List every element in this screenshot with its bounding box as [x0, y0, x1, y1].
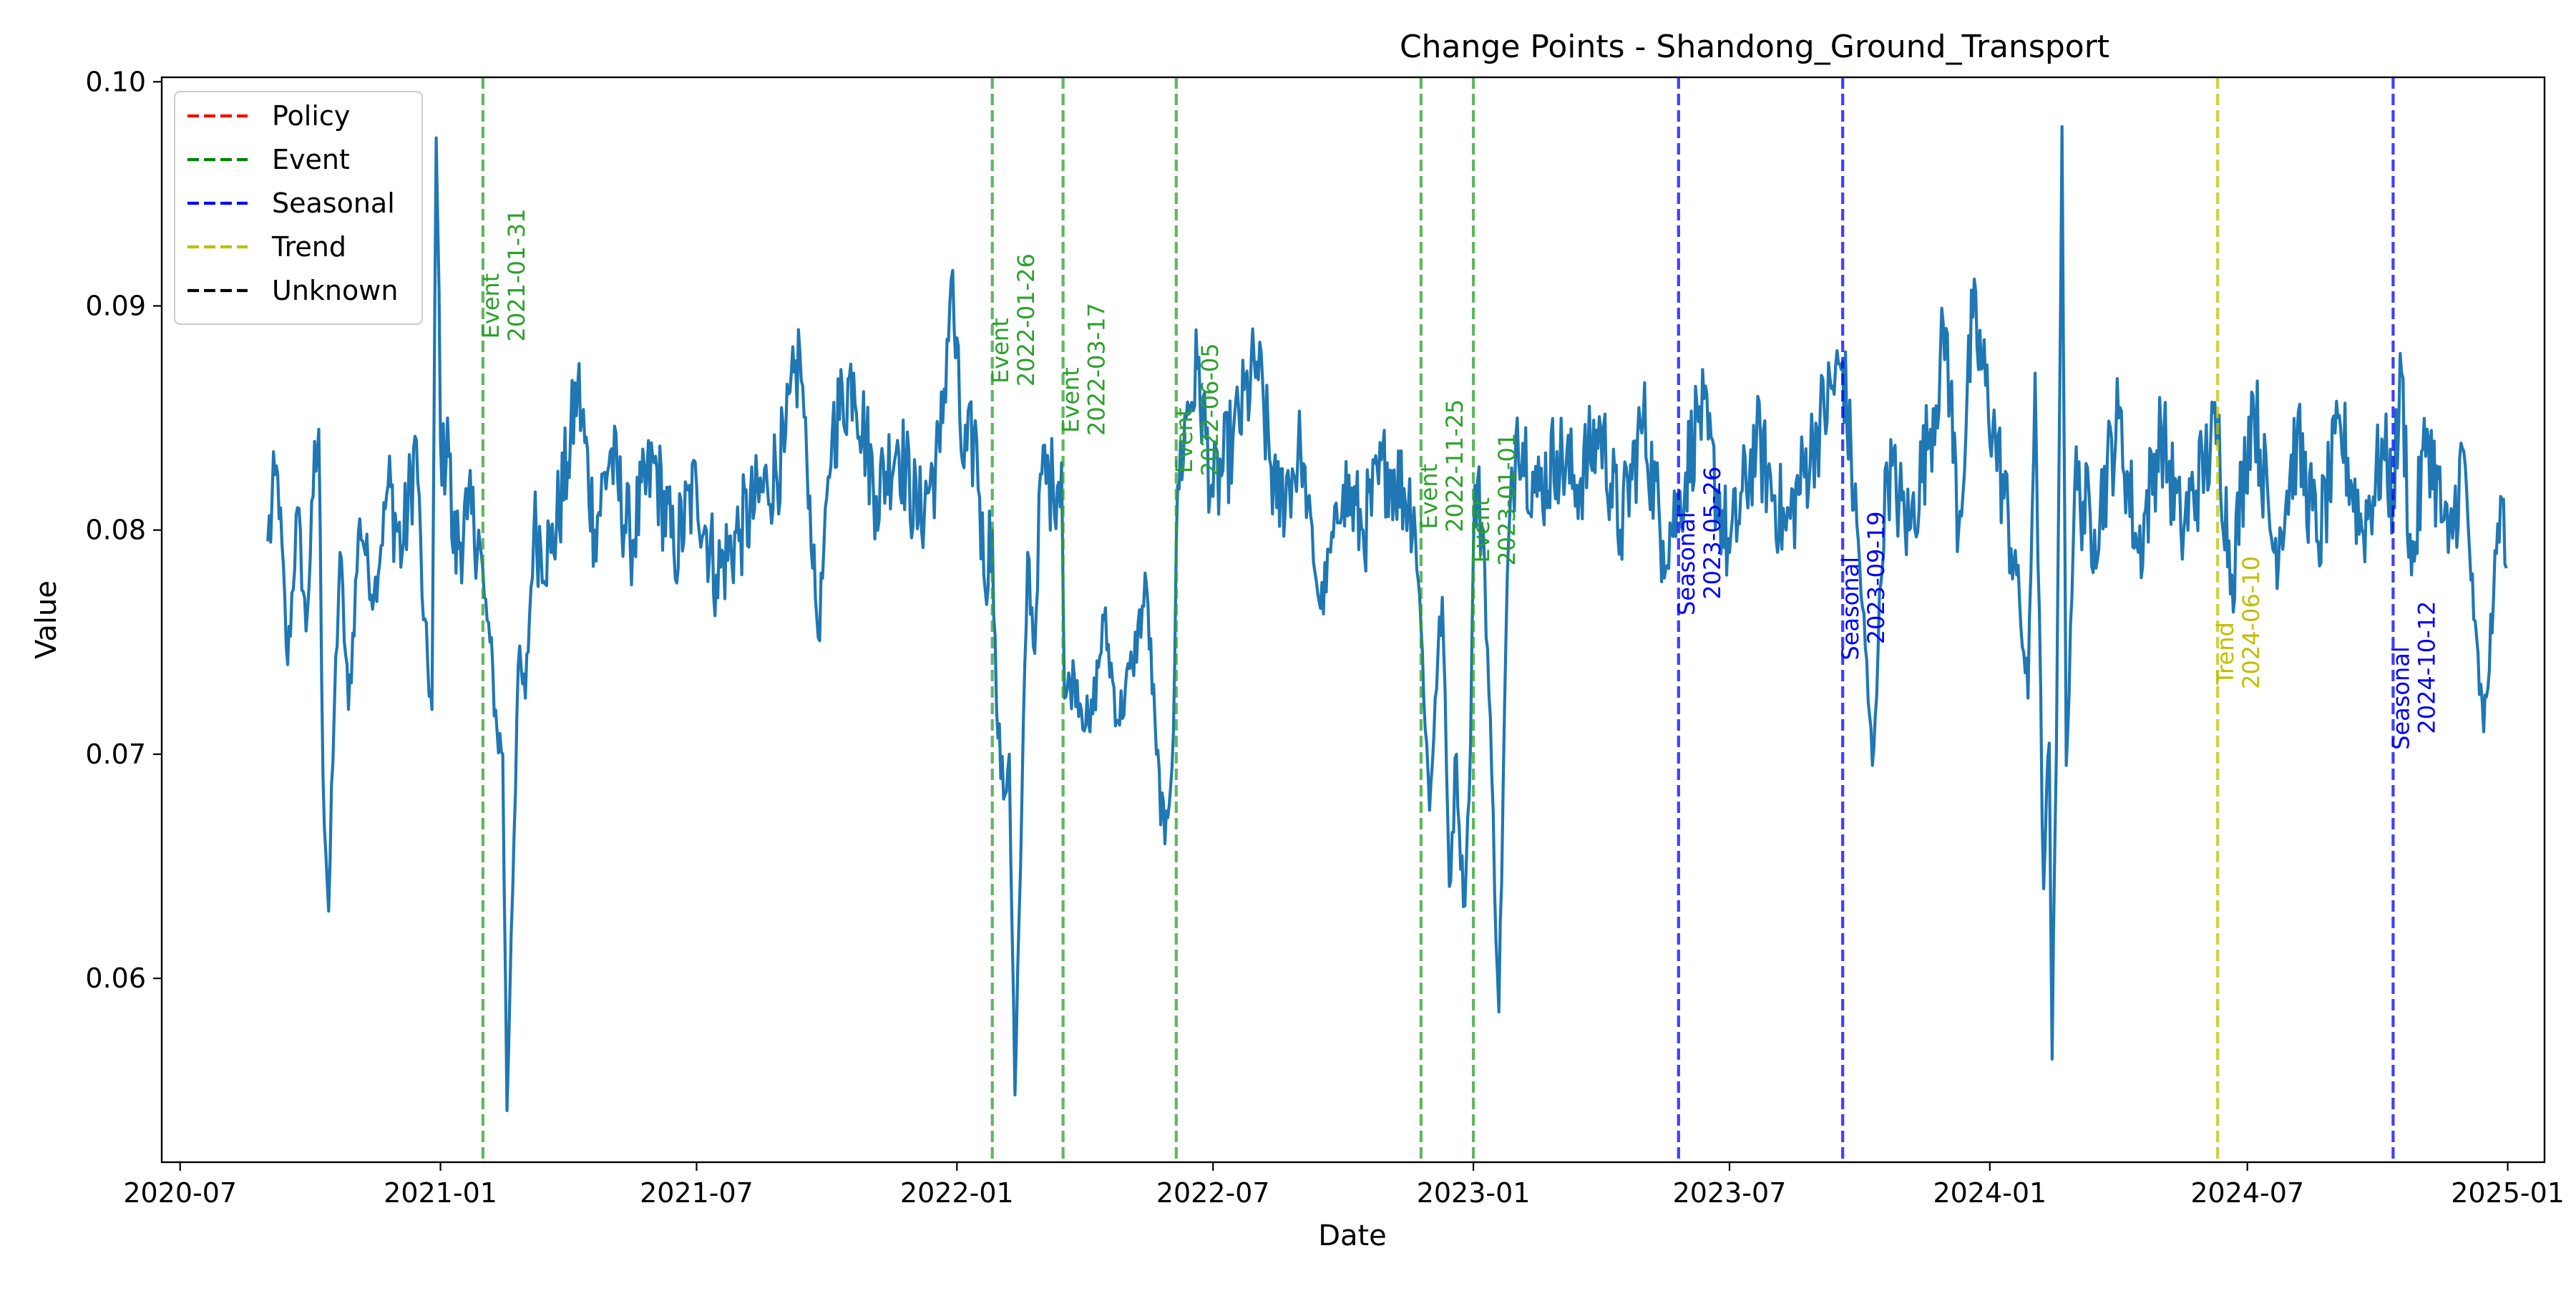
- chart-title: Change Points - Shandong_Ground_Transpor…: [1400, 29, 2109, 65]
- legend: Policy Event Seasonal Trend Unknown: [174, 91, 423, 325]
- legend-box: [174, 91, 423, 325]
- legend-label: Unknown: [272, 275, 398, 306]
- x-tick-label: 2023-01: [1417, 1177, 1531, 1209]
- change-point-label-type: Event: [1415, 464, 1443, 530]
- change-point-label-date: 2024-10-12: [2413, 601, 2440, 734]
- y-tick-label: 0.10: [85, 66, 146, 97]
- plot-area: Event2021-01-31Event2022-01-26Event2022-…: [266, 77, 2508, 1162]
- x-tick-label: 2022-01: [900, 1177, 1014, 1209]
- change-point-label-date: 2022-01-26: [1013, 253, 1040, 386]
- change-point-label-type: Event: [477, 273, 504, 339]
- x-tick-label: 2024-07: [2190, 1177, 2304, 1209]
- change-point-label-date: 2023-09-19: [1863, 511, 1890, 644]
- change-point-label-type: Event: [987, 318, 1014, 384]
- y-tick-label: 0.06: [85, 963, 146, 994]
- change-point-label-date: 2021-01-31: [503, 209, 530, 342]
- x-tick-label: 2020-07: [123, 1177, 237, 1209]
- change-point-label-type: Trend: [2212, 622, 2239, 686]
- x-tick-label: 2024-01: [1933, 1177, 2046, 1209]
- change-point-label-date: 2022-11-25: [1441, 399, 1468, 532]
- x-tick-label: 2021-07: [640, 1177, 753, 1209]
- legend-label: Event: [272, 144, 350, 175]
- y-tick-label: 0.07: [85, 739, 146, 770]
- change-point-label-date: 2023-01-01: [1493, 433, 1521, 566]
- change-point-label-date: 2022-06-05: [1196, 343, 1224, 476]
- x-axis-label: Date: [1318, 1219, 1387, 1252]
- change-point-label-type: Event: [1468, 497, 1495, 563]
- x-tick-label: 2025-01: [2451, 1177, 2565, 1209]
- axes: 2020-07 2021-01 2021-07 2022-01 2022-07 2023-…: [85, 66, 2565, 1209]
- x-tick-label: 2023-07: [1673, 1177, 1787, 1209]
- x-tick-label: 2022-07: [1156, 1177, 1270, 1209]
- x-tick-label: 2021-01: [384, 1177, 497, 1209]
- y-axis-label: Value: [30, 580, 63, 659]
- change-point-label-date: 2024-06-10: [2238, 556, 2265, 689]
- y-tick-label: 0.08: [85, 515, 146, 546]
- series-line-0: [266, 125, 2508, 1113]
- legend-label: Trend: [271, 231, 346, 263]
- legend-label: Seasonal: [272, 187, 395, 219]
- axes-frame: [160, 76, 2546, 1164]
- change-point-label-type: Seasonal: [2387, 646, 2414, 750]
- y-tick-label: 0.09: [85, 290, 146, 321]
- change-point-label-type: Event: [1171, 408, 1198, 474]
- change-point-label-date: 2022-03-17: [1083, 303, 1111, 436]
- change-point-label-type: Event: [1058, 367, 1085, 433]
- change-point-label-date: 2023-05-26: [1699, 467, 1726, 600]
- change-point-label-type: Seasonal: [1673, 512, 1700, 615]
- legend-label: Policy: [272, 100, 350, 132]
- change-point-label-type: Seasonal: [1837, 557, 1864, 661]
